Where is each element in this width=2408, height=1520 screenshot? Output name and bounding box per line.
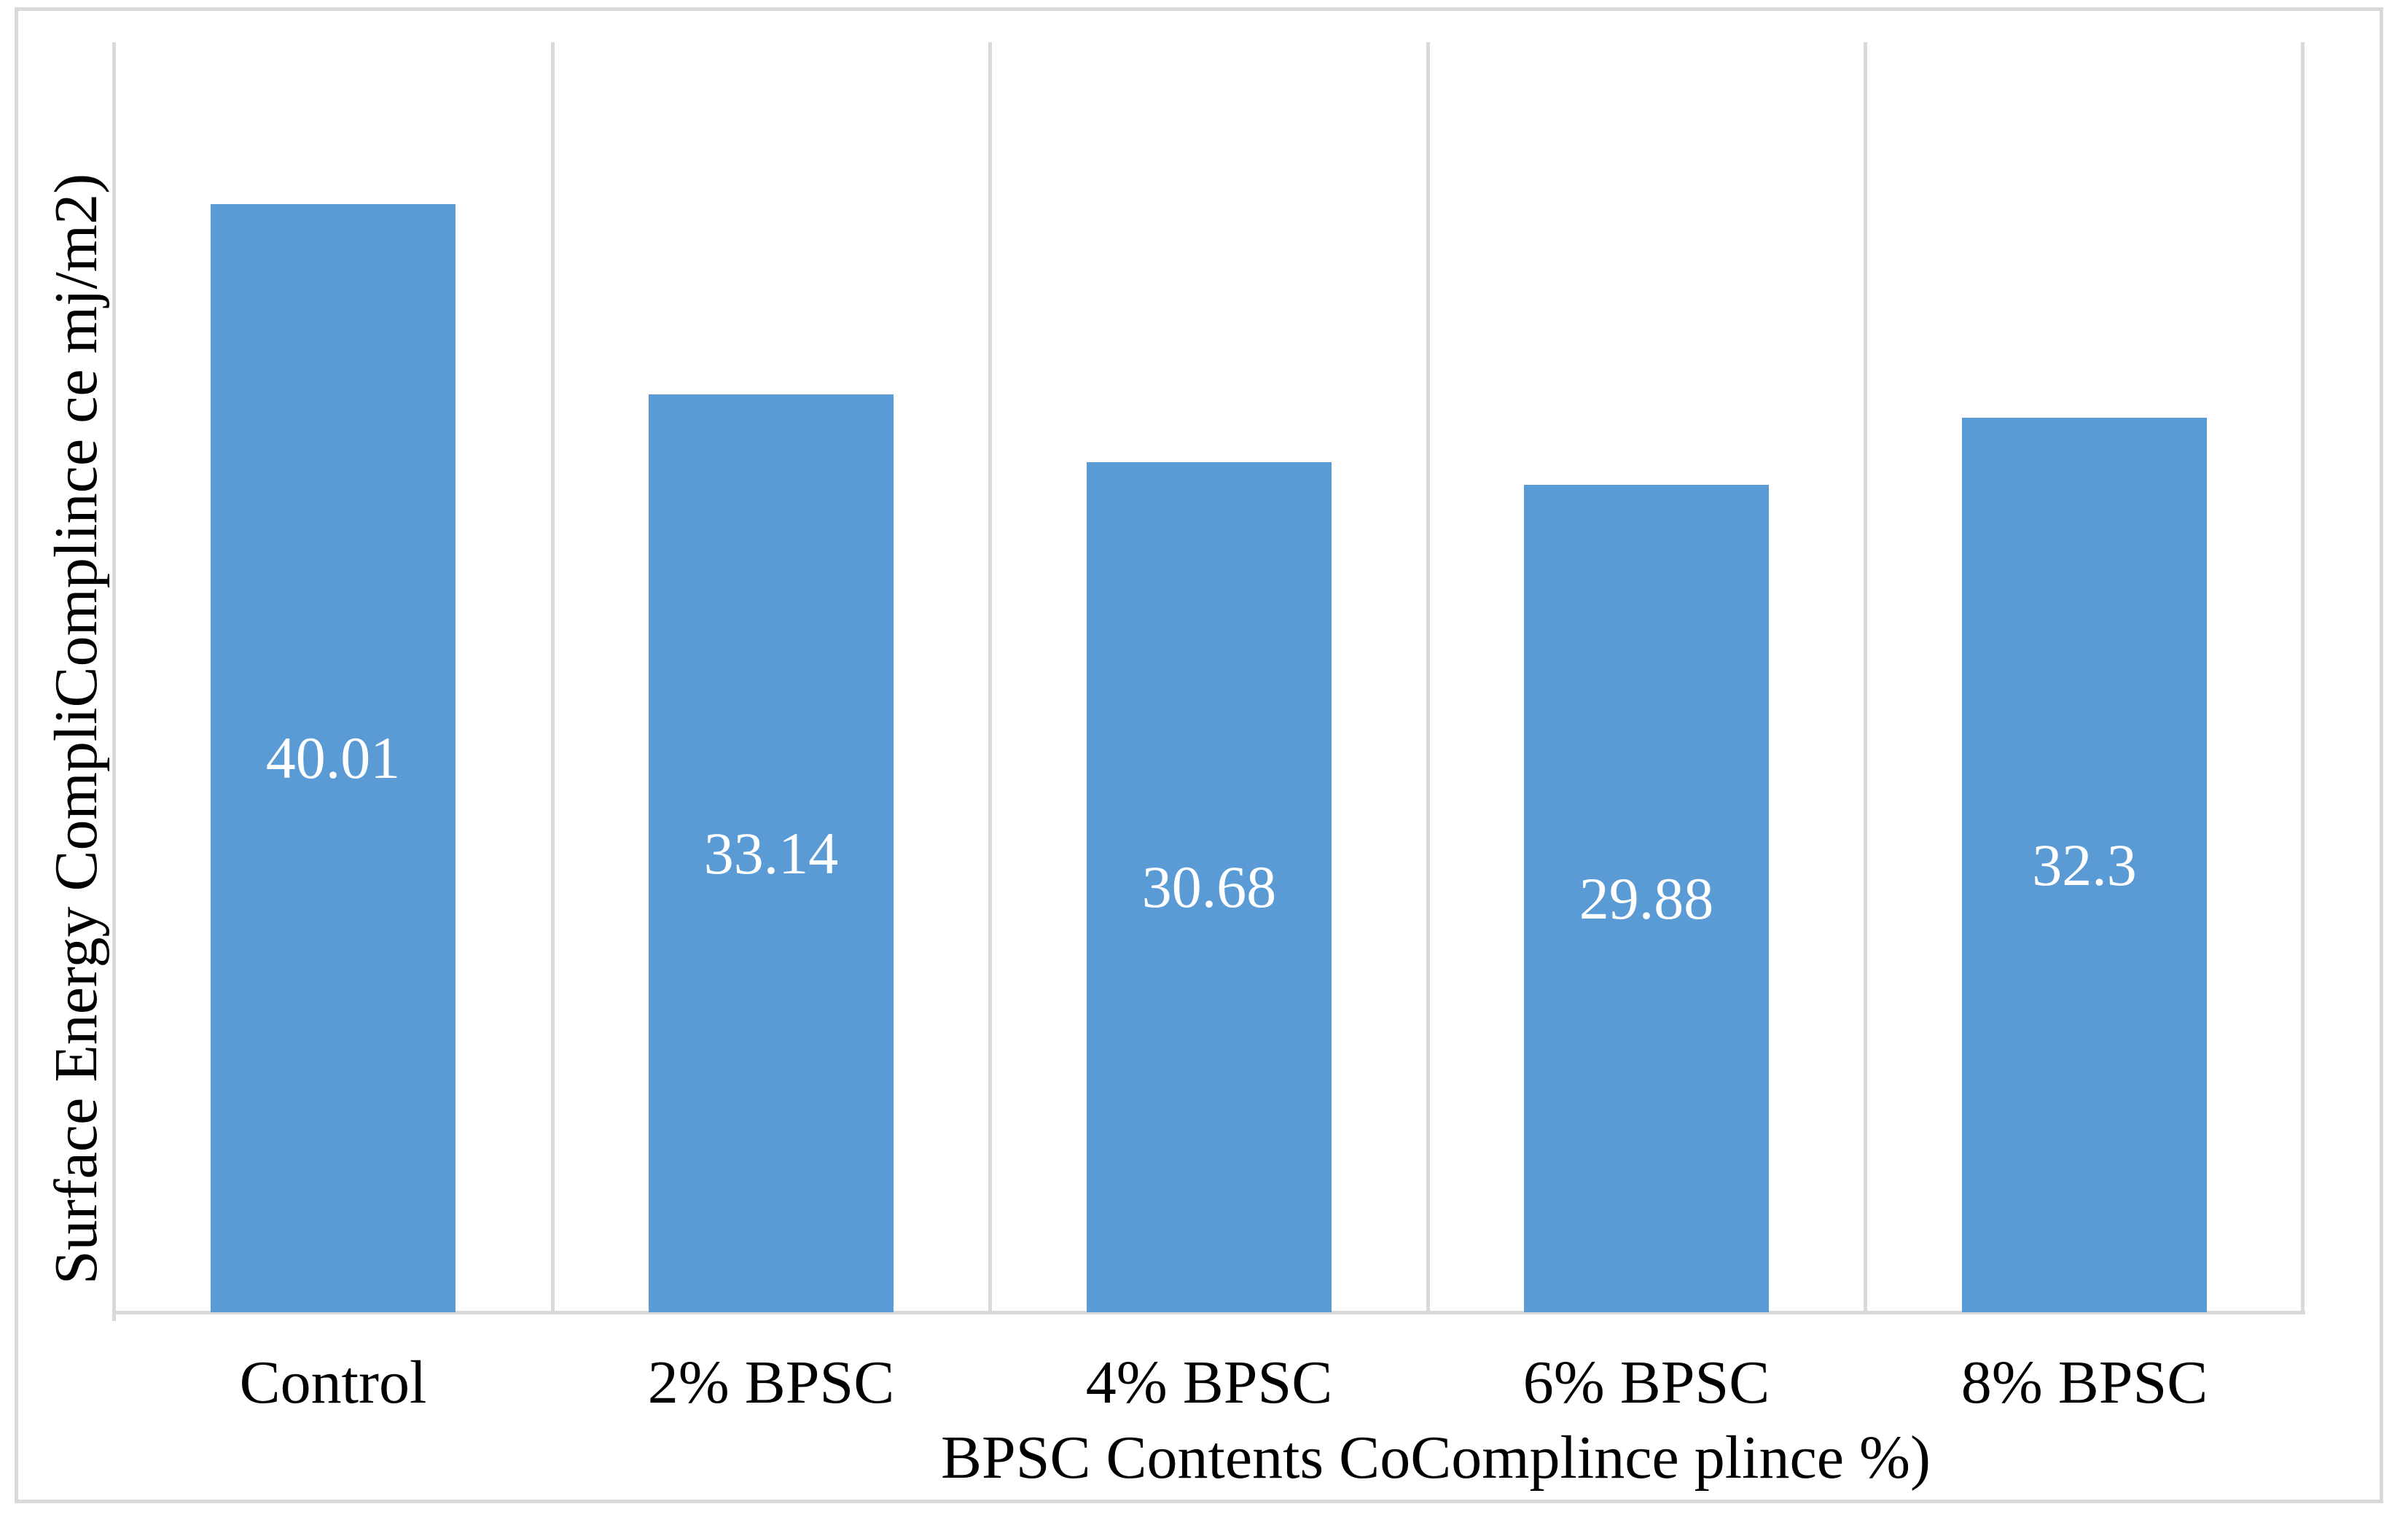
- bar-8-bpsc: 32.3: [1962, 418, 2207, 1312]
- category-label: 6% BPSC: [1522, 1349, 1770, 1416]
- bar-6-bpsc: 29.88: [1524, 485, 1769, 1312]
- gridline: [1426, 42, 1430, 1311]
- gridline: [2301, 42, 2305, 1311]
- gridline: [988, 42, 992, 1311]
- category-label: 2% BPSC: [647, 1349, 895, 1416]
- bar-control: 40.01: [211, 204, 456, 1312]
- category-label: 8% BPSC: [1961, 1349, 2208, 1416]
- gridline: [1864, 42, 1867, 1311]
- x-axis-line: [112, 1311, 2305, 1314]
- chart-outer-border: [15, 7, 2383, 1503]
- bar-value-label: 29.88: [1579, 865, 1714, 932]
- bar-value-label: 32.3: [2032, 831, 2137, 898]
- category-label: 4% BPSC: [1085, 1349, 1333, 1416]
- bar-value-label: 33.14: [703, 819, 839, 886]
- gridline: [551, 42, 555, 1311]
- bar-4-bpsc: 30.68: [1087, 462, 1332, 1312]
- bar-value-label: 40.01: [265, 725, 401, 791]
- x-axis-title: BPSC Contents CoComplince plince %): [941, 1424, 1931, 1492]
- y-axis-line: [112, 42, 116, 1321]
- y-axis-title: Surface Energy CompliComplince ce mj/m2): [42, 173, 110, 1285]
- bar-2-bpsc: 33.14: [649, 394, 894, 1312]
- category-label: Control: [239, 1349, 427, 1416]
- bar-value-label: 30.68: [1141, 854, 1277, 920]
